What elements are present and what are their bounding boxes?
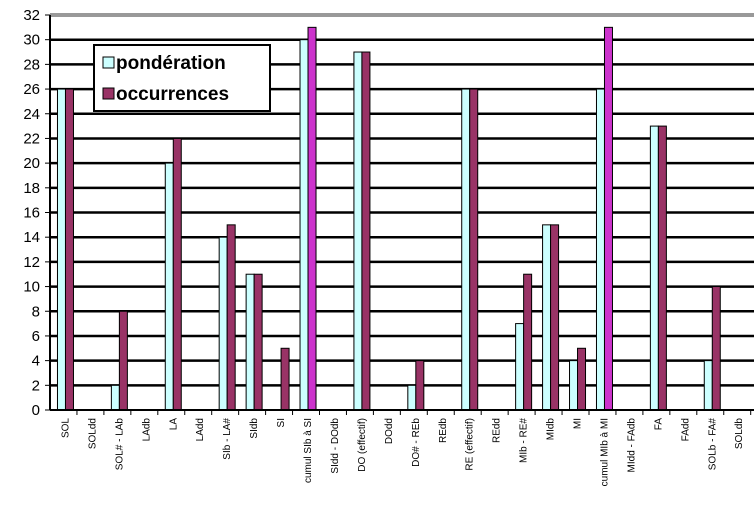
y-tick-label: 4 <box>32 353 40 370</box>
bar <box>515 323 525 411</box>
bar <box>711 286 721 411</box>
x-axis-labels: SOL SOLdd SOL# - LAb LAdb LA LAdd SIb - LA# SId… <box>60 418 745 487</box>
bar <box>523 273 533 411</box>
bar <box>56 88 66 411</box>
bar <box>110 384 120 411</box>
bar <box>657 125 667 411</box>
bar <box>245 273 255 411</box>
bar <box>603 26 613 411</box>
x-tick-label: MI <box>573 418 584 429</box>
legend-label-ponderation: pondération <box>116 53 226 74</box>
x-tick-label: SOLdb <box>734 418 745 450</box>
x-tick-label: SIdd - DOdb <box>330 418 341 474</box>
bar <box>461 88 471 411</box>
bar <box>299 39 309 411</box>
y-tick-label: 30 <box>23 32 40 49</box>
x-tick-label: DO# - REb <box>411 418 422 467</box>
y-tick-label: 14 <box>23 229 40 246</box>
bars <box>56 26 752 415</box>
x-tick-label: RE (effectif) <box>465 418 476 471</box>
x-tick-label: SOL <box>60 418 71 438</box>
y-tick-label: 22 <box>23 130 40 147</box>
y-tick-label: 0 <box>32 402 40 419</box>
bar <box>164 162 174 411</box>
bar <box>64 88 74 411</box>
x-tick-label: MIdd - FAdb <box>626 418 637 473</box>
bar <box>569 360 579 411</box>
y-tick-label: 26 <box>23 81 40 98</box>
y-tick-label: 12 <box>23 254 40 271</box>
x-tick-label: SI <box>276 418 287 427</box>
x-tick-label: SOL# - LAb <box>114 418 125 471</box>
bar <box>361 51 371 411</box>
bar <box>253 273 263 411</box>
bar <box>353 51 363 411</box>
bar <box>550 224 560 411</box>
x-tick-label: REdb <box>438 418 449 443</box>
legend-label-occurrences: occurrences <box>116 84 229 105</box>
bar <box>469 88 479 411</box>
bar <box>118 310 128 411</box>
y-tick-label: 18 <box>23 180 40 197</box>
bar <box>218 236 228 411</box>
x-tick-label: cumul MIb à MI <box>599 418 610 486</box>
x-tick-label: DOdd <box>384 418 395 444</box>
x-tick-label: FAdd <box>680 418 691 441</box>
x-tick-label: SIdb <box>249 418 260 439</box>
y-tick-label: 32 <box>23 7 40 24</box>
x-tick-label: SIb - LA# <box>222 418 233 460</box>
bar <box>280 347 290 411</box>
bar <box>703 360 713 411</box>
x-tick-label: LAdd <box>195 418 206 441</box>
y-tick-label: 2 <box>32 377 40 394</box>
x-tick-label: LAdb <box>141 418 152 442</box>
bar <box>226 224 236 411</box>
bar <box>307 26 317 411</box>
bar <box>595 88 605 411</box>
bar <box>649 125 659 411</box>
x-tick-label: FA <box>653 418 664 431</box>
y-tick-label: 20 <box>23 155 40 172</box>
x-tick-label: LA <box>168 418 179 431</box>
bar <box>172 137 182 411</box>
legend: pondération occurrences <box>93 44 271 112</box>
bar <box>542 224 552 411</box>
bar <box>577 347 587 411</box>
x-tick-label: DO (effectif) <box>357 418 368 472</box>
bar <box>415 360 425 411</box>
x-tick-label: SOLb - FA# <box>707 418 718 471</box>
x-tick-label: SOLdd <box>87 418 98 449</box>
legend-swatch-ponderation <box>102 56 115 69</box>
y-tick-label: 16 <box>23 205 40 222</box>
y-tick-label: 28 <box>23 56 40 73</box>
y-tick-label: 6 <box>32 328 40 345</box>
x-tick-label: MIb - RE# <box>519 418 530 463</box>
x-tick-label: MIdb <box>546 418 557 441</box>
bar <box>407 384 417 411</box>
legend-swatch-occurrences <box>102 87 115 100</box>
y-tick-label: 24 <box>23 106 40 123</box>
x-tick-label: cumul SIb à SI <box>303 418 314 483</box>
y-tick-label: 8 <box>32 303 40 320</box>
y-tick-label: 10 <box>23 279 40 296</box>
legend-box <box>93 44 271 112</box>
x-tick-label: REdd <box>492 418 503 443</box>
